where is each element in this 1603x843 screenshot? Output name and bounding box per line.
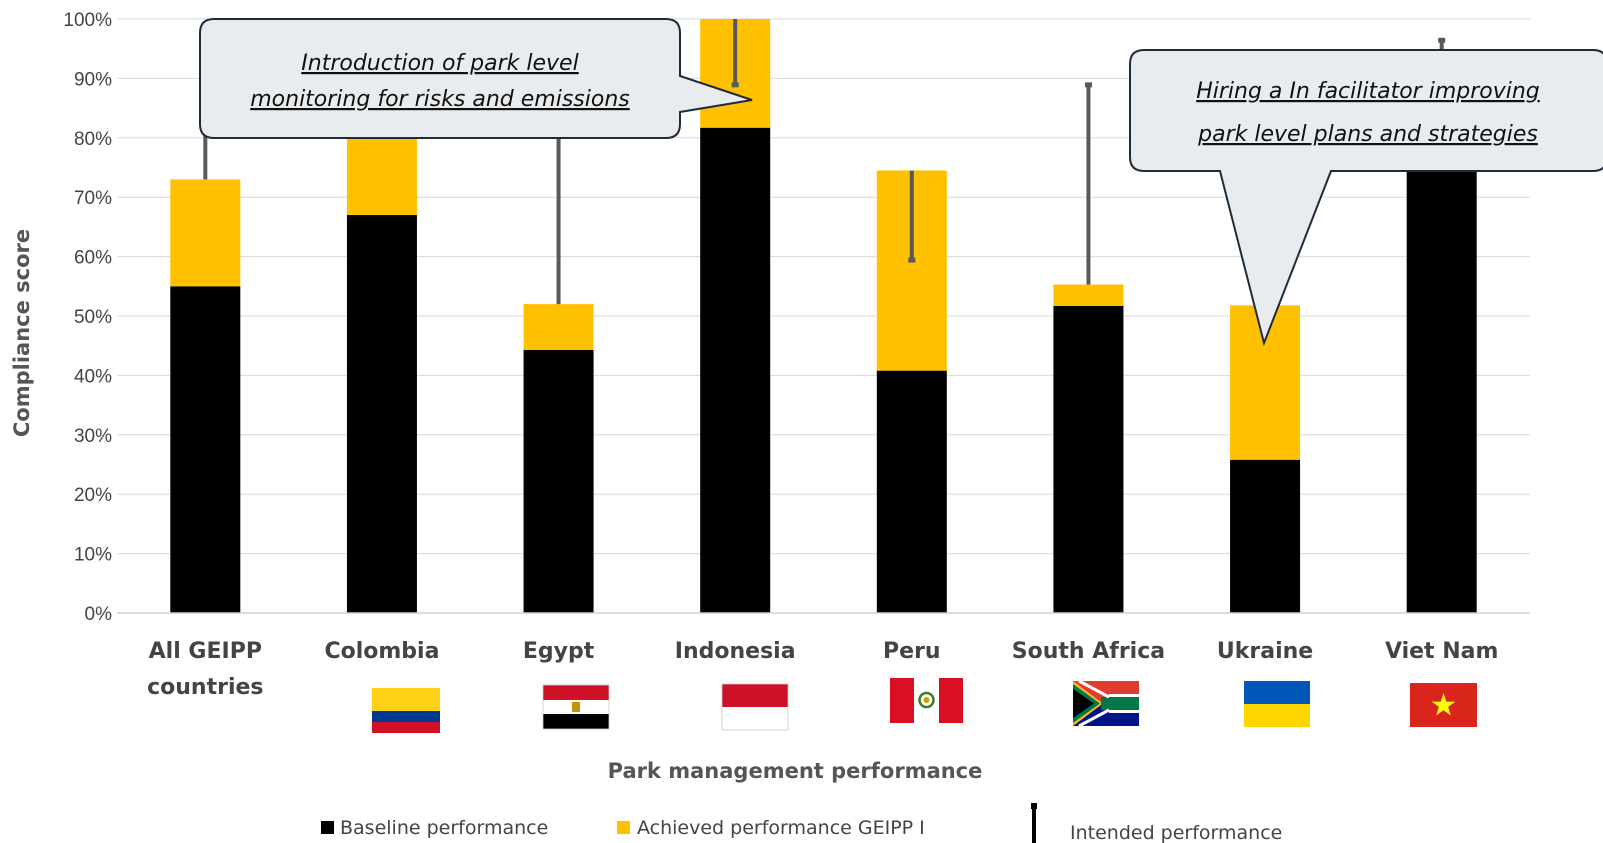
callout-facilitator: Hiring a In facilitator improving park l…: [1129, 49, 1603, 347]
callout-park-monitoring-shape: [199, 18, 753, 139]
bar-baseline-4: [876, 370, 947, 613]
bar-achieved-0: [170, 179, 241, 287]
y-tick-label: 100%: [63, 10, 112, 31]
bar-baseline-3: [700, 127, 771, 614]
category-label-4: Peru: [883, 639, 941, 664]
category-label-0: countries: [147, 675, 263, 700]
bar-achieved-5: [1053, 284, 1124, 306]
category-label-6: Ukraine: [1217, 639, 1313, 664]
bar-baseline-5: [1053, 305, 1124, 613]
legend-label-achieved: Achieved performance GEIPP I: [637, 817, 925, 839]
y-tick-label: 80%: [74, 129, 112, 150]
bar-achieved-2: [523, 304, 594, 350]
flags: [372, 678, 1477, 733]
callout-park-monitoring-line-2: monitoring for risks and emissions: [250, 87, 630, 112]
callout-facilitator-line-1: Hiring a In facilitator improving: [1196, 79, 1540, 104]
callout-facilitator-line-2: park level plans and strategies: [1197, 122, 1538, 147]
y-tick-label: 70%: [74, 188, 112, 209]
bar-baseline-2: [523, 349, 594, 613]
legend-swatch-baseline: [321, 821, 334, 834]
y-tick-label: 10%: [74, 545, 112, 566]
legend-label-baseline: Baseline performance: [340, 817, 548, 839]
y-tick-label: 60%: [74, 248, 112, 269]
x-axis-title: Park management performance: [608, 759, 983, 783]
legend-swatch-achieved: [617, 821, 630, 834]
intended-cap-7: [1438, 37, 1446, 43]
colombia-flag: [372, 688, 440, 733]
peru-flag: [890, 678, 963, 723]
bar-baseline-7: [1406, 167, 1477, 613]
intended-cap-5: [1084, 82, 1092, 88]
y-tick-label: 30%: [74, 426, 112, 447]
egypt-flag: [542, 684, 610, 730]
category-label-3: Indonesia: [675, 639, 796, 664]
indonesia-flag: [721, 683, 789, 731]
y-axis-title: Compliance score: [10, 229, 34, 437]
intended-cap-3: [731, 82, 739, 88]
ukraine-flag: [1244, 681, 1310, 727]
y-tick-label: 20%: [74, 485, 112, 506]
y-tick-label: 40%: [74, 366, 112, 387]
category-label-5: South Africa: [1012, 639, 1165, 664]
y-tick-label: 90%: [74, 69, 112, 90]
callout-park-monitoring: Introduction of park level monitoring fo…: [199, 18, 753, 139]
legend-marker-intended-cap: [1031, 803, 1037, 809]
category-label-1: Colombia: [324, 639, 439, 664]
y-tick-label: 50%: [74, 307, 112, 328]
bar-baseline-6: [1230, 459, 1301, 613]
bar-achieved-1: [346, 137, 417, 216]
category-label-0: All GEIPP: [149, 639, 262, 664]
legend: Baseline performance Achieved performanc…: [321, 803, 1282, 843]
y-tick-label: 0%: [85, 604, 113, 625]
callout-facilitator-shape: [1129, 49, 1603, 347]
y-axis-ticks: 0% 10% 20% 30% 40% 50% 60% 70% 80% 90% 100%: [63, 10, 112, 625]
bar-baseline-0: [170, 286, 241, 613]
viet-nam-flag: [1410, 683, 1477, 727]
category-label-2: Egypt: [523, 639, 595, 664]
bars: [170, 19, 1477, 614]
category-labels: All GEIPP countries Colombia Egypt Indonesia…: [147, 639, 1498, 700]
legend-label-intended: Intended performance: [1070, 822, 1282, 843]
callout-park-monitoring-line-1: Introduction of park level: [301, 51, 578, 76]
category-label-7: Viet Nam: [1385, 639, 1498, 664]
bar-baseline-1: [346, 215, 417, 613]
intended-cap-4: [908, 257, 916, 263]
south-africa-flag: [1073, 679, 1139, 728]
